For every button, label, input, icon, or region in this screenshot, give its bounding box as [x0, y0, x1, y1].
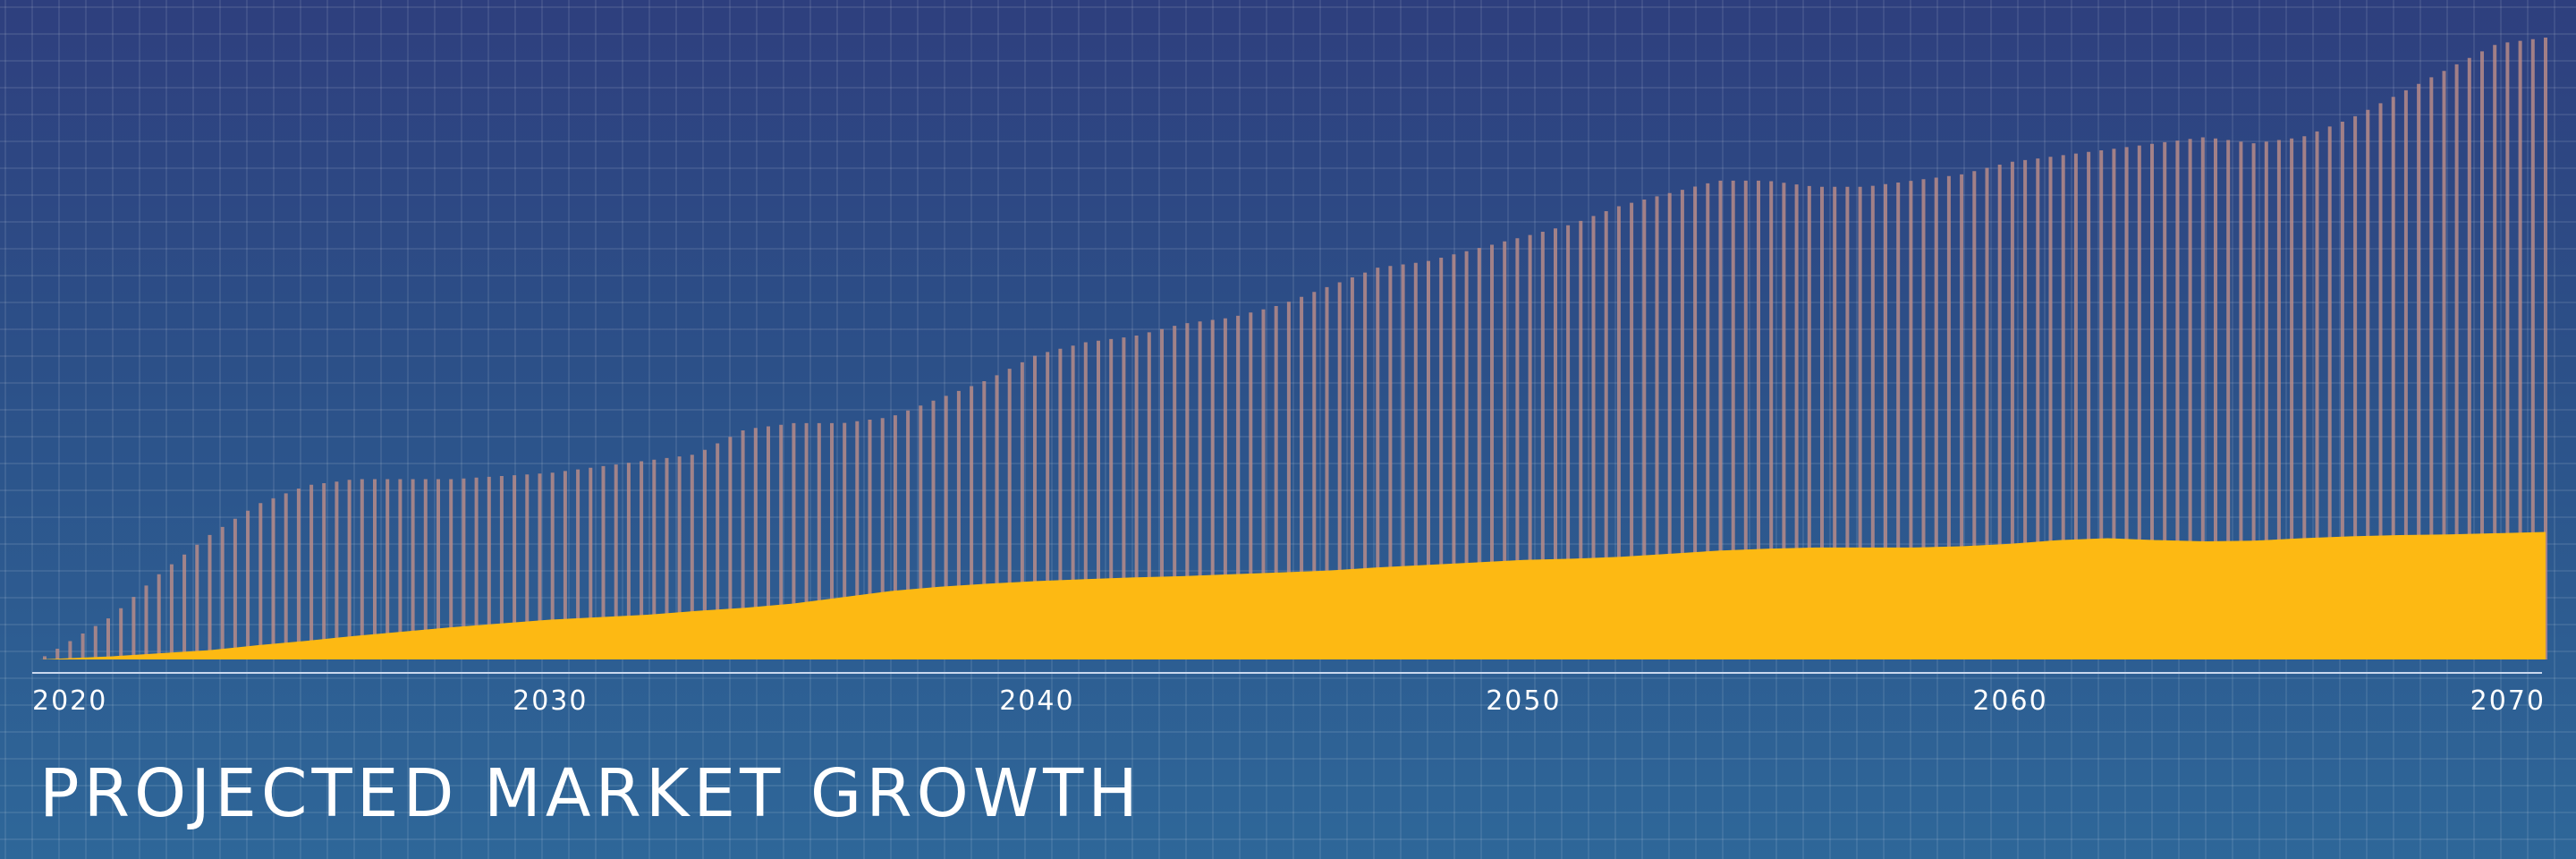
area-series	[39, 532, 2546, 659]
x-tick-label: 2030	[513, 685, 588, 717]
x-tick-label: 2070	[2470, 685, 2546, 717]
x-axis-ticks: 2020 2030 2040 2050 2060 2070	[32, 685, 2546, 717]
x-tick-label: 2050	[1486, 685, 1561, 717]
x-tick-label: 2040	[999, 685, 1074, 717]
x-tick-label: 2060	[1972, 685, 2047, 717]
area-fill	[39, 532, 2546, 659]
chart-title: PROJECTED MARKET GROWTH	[39, 755, 1142, 832]
x-tick-label: 2020	[32, 685, 107, 717]
